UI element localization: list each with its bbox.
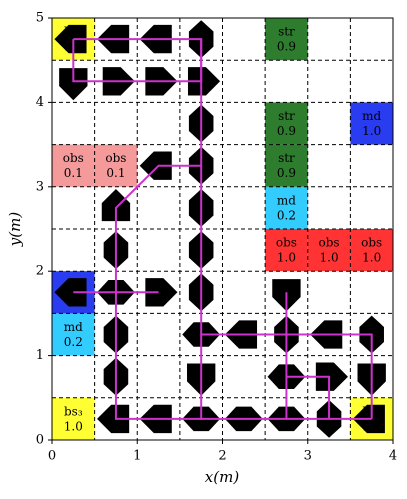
cell-name: obs xyxy=(319,236,340,250)
y-tick-label: 2 xyxy=(36,264,44,279)
policy-arrow xyxy=(101,188,131,222)
cell-name: str xyxy=(278,109,295,123)
y-tick-label: 4 xyxy=(36,95,44,110)
cell-name: md xyxy=(362,109,381,123)
cell-name: str xyxy=(278,25,295,39)
policy-arrow xyxy=(315,362,348,391)
cell-prob: 1.0 xyxy=(277,251,296,265)
cell xyxy=(265,18,308,61)
cell-name: obs xyxy=(63,151,84,165)
cell xyxy=(94,144,138,187)
y-tick-label: 3 xyxy=(36,179,44,194)
cell xyxy=(307,229,351,272)
x-tick-label: 1 xyxy=(133,449,141,464)
cell-prob: 1.0 xyxy=(320,251,339,265)
cell xyxy=(52,313,95,356)
y-tick-label: 1 xyxy=(36,348,44,363)
cell-name: md xyxy=(64,320,83,334)
cell xyxy=(265,229,308,272)
cell-name: obs xyxy=(361,236,382,250)
policy-arrow xyxy=(54,278,87,307)
cell-name: md xyxy=(277,193,296,207)
cell-prob: 0.1 xyxy=(106,166,125,180)
x-tick-label: 4 xyxy=(389,449,397,464)
cell-name: obs xyxy=(276,236,297,250)
x-tick-label: 3 xyxy=(304,449,312,464)
cell-prob: 1.0 xyxy=(362,124,381,138)
cell xyxy=(350,229,393,272)
policy-arrow xyxy=(54,24,87,54)
y-tick-label: 0 xyxy=(36,433,44,448)
cell xyxy=(52,397,95,440)
cell-prob: 0.1 xyxy=(64,166,83,180)
cell-name: bs₃ xyxy=(64,404,83,418)
x-tick-label: 2 xyxy=(218,449,226,464)
cell-prob: 0.9 xyxy=(277,40,296,54)
policy-arrow xyxy=(97,404,130,434)
cell xyxy=(265,102,308,145)
trajectory xyxy=(286,375,331,419)
y-axis-label: y(m) xyxy=(6,212,24,248)
cell-name: str xyxy=(278,151,295,165)
cell-prob: 0.9 xyxy=(277,124,296,138)
cell-prob: 0.2 xyxy=(64,335,83,349)
x-tick-label: 0 xyxy=(48,449,56,464)
y-tick-label: 5 xyxy=(36,11,44,26)
cell xyxy=(265,144,308,187)
cell xyxy=(52,144,95,187)
policy-arrow xyxy=(145,278,178,307)
x-axis-label: x(m) xyxy=(205,468,240,486)
trajectory xyxy=(201,333,373,419)
cell xyxy=(350,102,393,145)
cell-prob: 0.9 xyxy=(277,166,296,180)
policy-arrow xyxy=(139,151,172,180)
cell-prob: 0.2 xyxy=(277,208,296,222)
policy-arrow xyxy=(187,67,221,96)
cell-prob: 1.0 xyxy=(64,419,83,433)
cell xyxy=(265,186,308,229)
policy-arrow xyxy=(59,68,88,101)
trajectory xyxy=(114,164,202,420)
cell-prob: 1.0 xyxy=(362,251,381,265)
cell-name: obs xyxy=(105,151,126,165)
